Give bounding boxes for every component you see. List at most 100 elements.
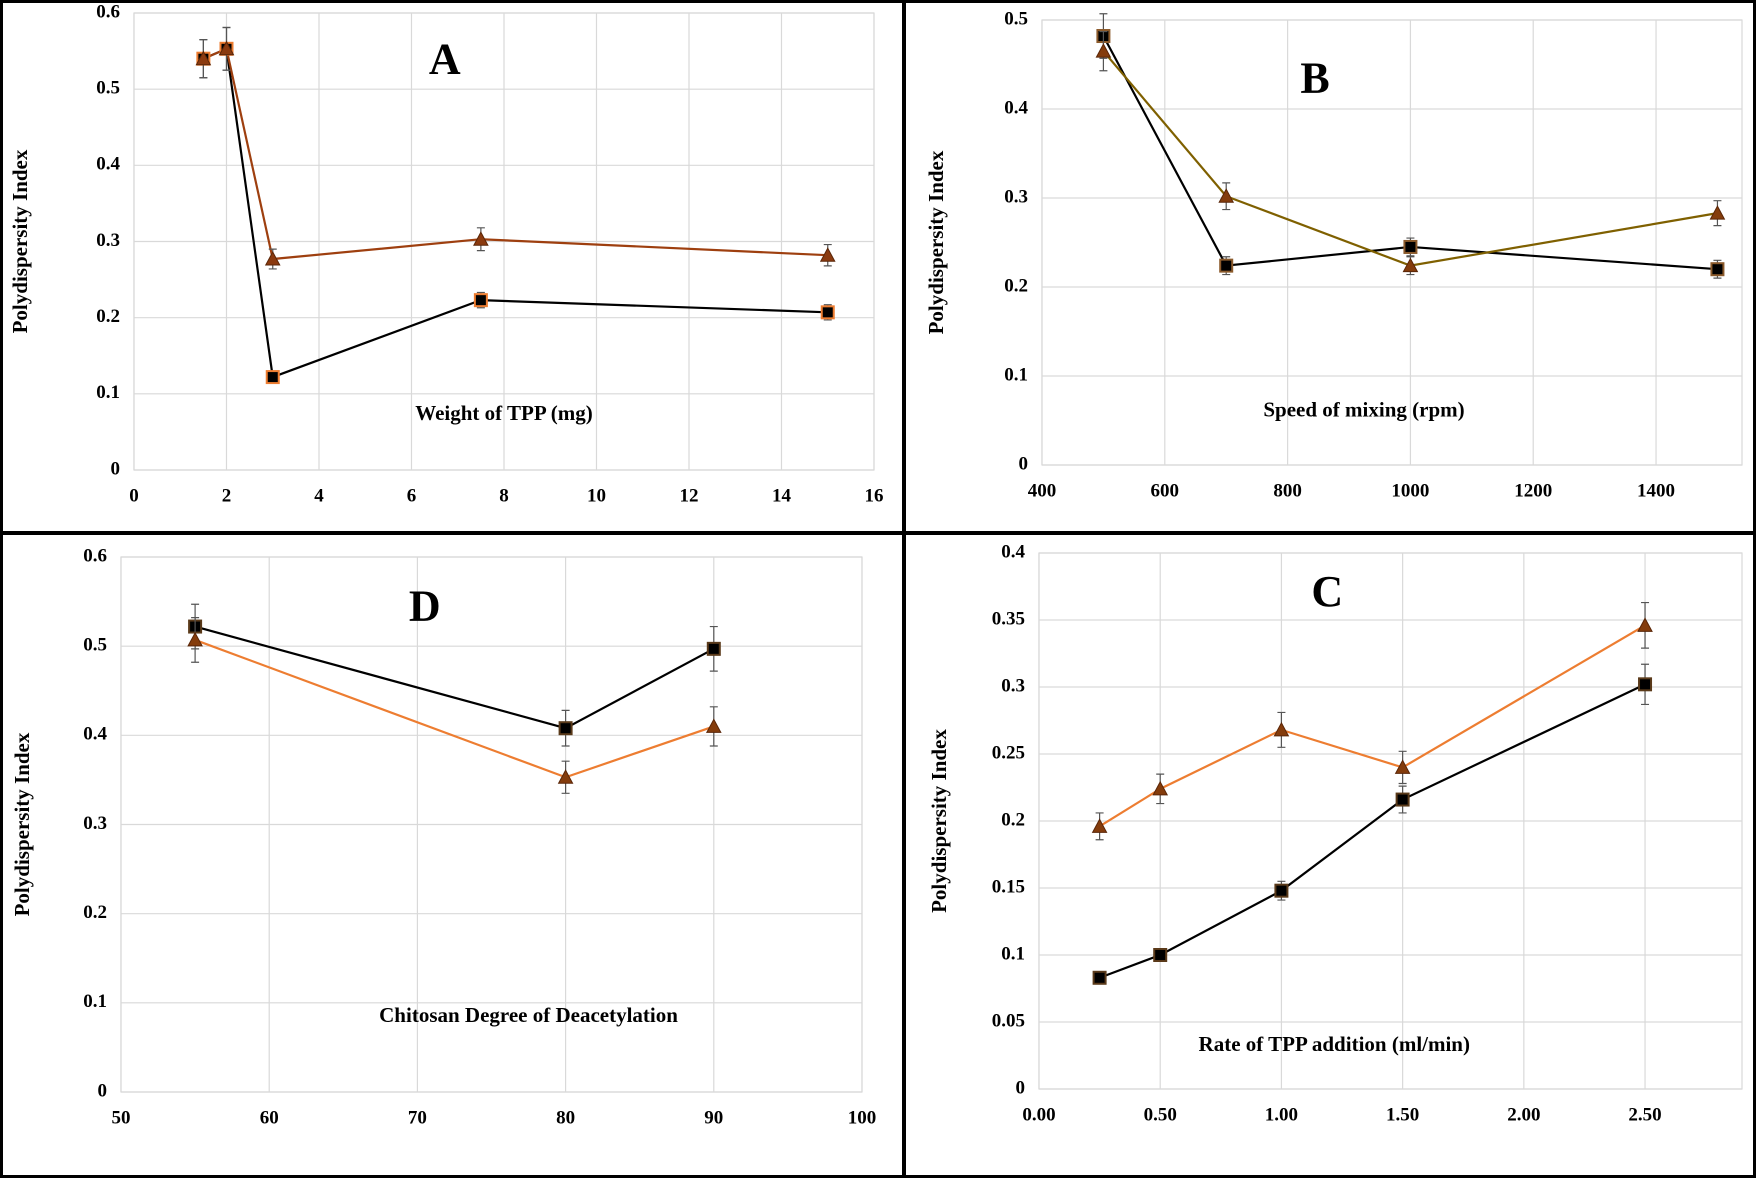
y-tick-label: 0.1 — [1001, 943, 1025, 964]
x-tick-label: 1.00 — [1265, 1104, 1298, 1125]
y-axis-label: Polydispersity Index — [10, 732, 34, 916]
point — [1403, 239, 1418, 254]
point — [1153, 948, 1168, 962]
point — [473, 293, 488, 308]
plot-border — [1038, 552, 1743, 1090]
point — [1637, 617, 1653, 632]
x-tick-label: 14 — [772, 485, 792, 506]
x-axis-label: Chitosan Degree of Deacetylation — [379, 1003, 678, 1027]
y-tick-label: 0.6 — [83, 545, 107, 566]
y-tick-label: 0.6 — [96, 1, 120, 22]
y-tick-label: 0.2 — [1001, 809, 1025, 830]
series-line — [1099, 683, 1646, 979]
point — [558, 721, 573, 736]
point — [195, 50, 212, 66]
x-tick-label: 1200 — [1514, 480, 1552, 501]
y-tick-label: 0 — [1016, 1077, 1026, 1098]
point — [820, 305, 835, 320]
plot-border — [133, 12, 875, 471]
y-tick-label: 0.5 — [1004, 8, 1028, 29]
y-tick-label: 0.4 — [83, 724, 107, 745]
series-line — [194, 638, 715, 779]
x-axis-label: Weight of TPP (mg) — [415, 401, 593, 425]
x-tick-label: 10 — [587, 485, 606, 506]
y-axis-label: Polydispersity Index — [8, 149, 32, 333]
series-line — [194, 625, 715, 730]
x-tick-label: 16 — [865, 485, 884, 506]
x-tick-label: 1000 — [1391, 480, 1429, 501]
x-tick-label: 100 — [848, 1107, 877, 1128]
point — [1219, 258, 1234, 273]
point — [1091, 818, 1108, 833]
x-tick-label: 0.50 — [1144, 1104, 1177, 1125]
x-tick-label: 600 — [1151, 480, 1180, 501]
y-tick-label: 0.4 — [1004, 97, 1028, 118]
y-tick-label: 0.2 — [83, 902, 107, 923]
x-tick-label: 4 — [314, 485, 324, 506]
x-axis-label: Rate of TPP addition (ml/min) — [1199, 1032, 1470, 1056]
x-tick-label: 60 — [260, 1107, 279, 1128]
point — [265, 370, 280, 385]
point — [218, 40, 235, 56]
y-tick-label: 0.25 — [992, 742, 1025, 763]
chart-title: A — [429, 34, 461, 83]
point — [1218, 188, 1235, 203]
x-tick-label: 12 — [680, 485, 699, 506]
point — [264, 250, 281, 266]
plot-border — [120, 556, 863, 1093]
x-tick-label: 0 — [129, 485, 139, 506]
y-tick-label: 0.3 — [1004, 186, 1028, 207]
x-tick-label: 8 — [499, 485, 509, 506]
x-tick-label: 50 — [112, 1107, 131, 1128]
y-tick-label: 0.3 — [96, 230, 120, 251]
x-tick-label: 80 — [556, 1107, 575, 1128]
point — [473, 231, 489, 246]
x-tick-label: 400 — [1028, 480, 1057, 501]
chart-title: C — [1311, 567, 1343, 616]
y-tick-label: 0.3 — [83, 813, 107, 834]
point — [819, 247, 836, 262]
y-axis-label: Polydispersity Index — [927, 729, 951, 913]
y-tick-label: 0 — [111, 458, 121, 479]
y-tick-label: 0 — [1019, 453, 1029, 474]
point — [1394, 759, 1411, 774]
y-tick-label: 0.1 — [96, 382, 120, 403]
x-tick-label: 1400 — [1637, 480, 1675, 501]
point — [1402, 257, 1419, 273]
point — [1709, 205, 1726, 220]
point — [706, 641, 721, 656]
y-tick-label: 0.5 — [83, 635, 107, 656]
point — [1395, 792, 1410, 807]
plot-border — [1041, 19, 1743, 466]
point — [1638, 677, 1653, 692]
y-tick-label: 0.35 — [992, 608, 1025, 629]
point — [1152, 780, 1169, 796]
point — [1092, 970, 1107, 985]
series-line — [202, 47, 828, 379]
point — [1273, 721, 1290, 737]
chart-title: D — [409, 582, 441, 631]
chart-title: B — [1300, 53, 1329, 102]
y-tick-label: 0.15 — [992, 876, 1025, 897]
x-tick-label: 2.00 — [1507, 1104, 1540, 1125]
x-tick-label: 0.00 — [1022, 1104, 1055, 1125]
series-line — [1102, 35, 1718, 271]
x-tick-label: 6 — [407, 485, 417, 506]
x-axis-label: Speed of mixing (rpm) — [1263, 397, 1464, 421]
y-tick-label: 0.2 — [1004, 275, 1028, 296]
y-tick-label: 0.5 — [96, 78, 120, 99]
y-tick-label: 0.4 — [96, 154, 120, 175]
point — [1095, 43, 1112, 58]
y-tick-label: 0.1 — [1004, 364, 1028, 385]
y-tick-label: 0.05 — [992, 1010, 1025, 1031]
series-line — [1099, 624, 1646, 828]
x-tick-label: 90 — [704, 1107, 723, 1128]
y-tick-label: 0 — [98, 1080, 108, 1101]
y-tick-label: 0.4 — [1001, 541, 1025, 562]
y-tick-label: 0.3 — [1001, 675, 1025, 696]
x-tick-label: 800 — [1273, 480, 1302, 501]
series-line — [1102, 50, 1718, 267]
x-tick-label: 2 — [222, 485, 232, 506]
